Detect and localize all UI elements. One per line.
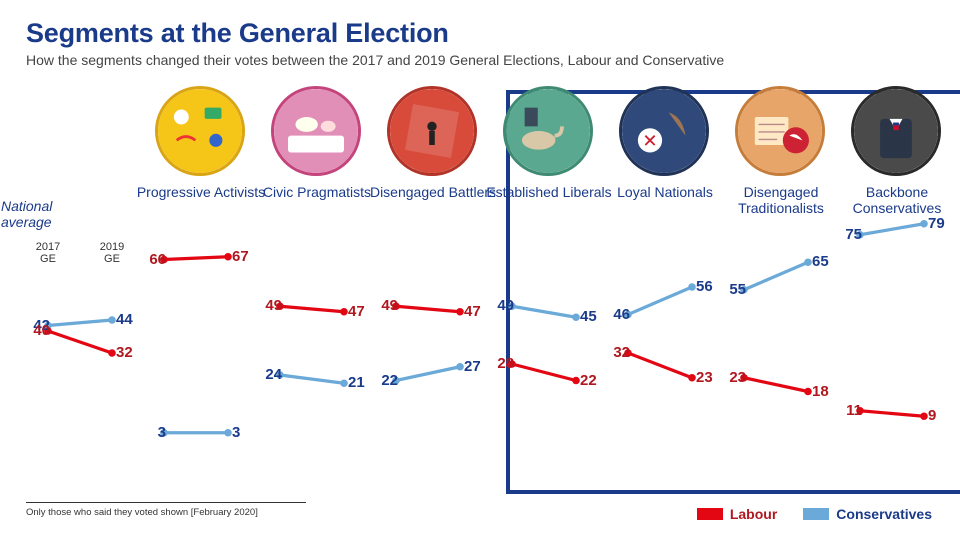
labour-value-2019: 18 xyxy=(812,383,840,400)
segment-diseng-battlers: Disengaged Battlers22274947 xyxy=(374,76,492,476)
segment-label: Established Liberals xyxy=(484,184,614,200)
segment-label: Loyal Nationals xyxy=(600,184,730,200)
segment-icon xyxy=(503,86,593,176)
labour-swatch xyxy=(697,508,723,520)
page-title: Segments at the General Election xyxy=(26,18,934,49)
labour-value-2017: 49 xyxy=(370,297,398,314)
segment-icon xyxy=(735,86,825,176)
segment-icon xyxy=(387,86,477,176)
cons-value-2019: 44 xyxy=(116,311,144,328)
labour-marker xyxy=(456,308,464,316)
labour-marker xyxy=(688,374,696,382)
labour-line xyxy=(512,364,576,381)
labour-line xyxy=(744,378,808,392)
legend-labour: Labour xyxy=(697,506,777,522)
segment-label: Progressive Activists xyxy=(136,184,266,200)
segment-civic-prag: Civic Pragmatists24214947 xyxy=(258,76,376,476)
cons-marker xyxy=(572,313,580,321)
legend-labour-label: Labour xyxy=(730,506,777,522)
cons-value-2017: 22 xyxy=(370,372,398,389)
segment-prog-activists: Progressive Activists336667 xyxy=(142,76,260,476)
labour-value-2017: 23 xyxy=(718,369,746,386)
conservatives-swatch xyxy=(803,508,829,520)
cons-value-2019: 65 xyxy=(812,253,840,270)
segment-diseng-trad: Disengaged Traditionalists55652318 xyxy=(722,76,840,476)
segment-label: Civic Pragmatists xyxy=(252,184,382,200)
labour-line xyxy=(628,353,692,378)
segment-lines xyxy=(606,221,724,441)
cons-marker xyxy=(456,363,464,371)
labour-value-2017: 40 xyxy=(22,322,50,339)
segment-icon xyxy=(155,86,245,176)
cons-marker xyxy=(688,283,696,291)
cons-line xyxy=(744,262,808,290)
cons-marker xyxy=(340,379,348,387)
cons-value-2017: 49 xyxy=(486,297,514,314)
labour-line xyxy=(48,331,112,353)
labour-line xyxy=(164,257,228,260)
segment-lines xyxy=(374,221,492,441)
segment-loyal-nationals: Loyal Nationals46563223 xyxy=(606,76,724,476)
cons-line xyxy=(48,320,112,326)
segment-lines xyxy=(258,221,376,441)
labour-marker xyxy=(572,377,580,385)
segment-backbone-cons: Backbone Conservatives7579119 xyxy=(838,76,956,476)
cons-value-2019: 3 xyxy=(232,424,260,441)
legend-conservatives: Conservatives xyxy=(803,506,932,522)
cons-line xyxy=(396,367,460,381)
labour-marker xyxy=(920,412,928,420)
footnote: Only those who said they voted shown [Fe… xyxy=(26,502,306,518)
cons-marker xyxy=(224,429,232,437)
cons-value-2019: 79 xyxy=(928,215,956,232)
labour-value-2017: 28 xyxy=(486,355,514,372)
labour-value-2019: 9 xyxy=(928,407,956,424)
cons-marker xyxy=(108,316,116,324)
cons-line xyxy=(512,306,576,317)
page-subtitle: How the segments changed their votes bet… xyxy=(26,52,934,68)
chart-area: National average2017GE2019GE42444032Prog… xyxy=(26,76,934,476)
labour-value-2017: 11 xyxy=(834,402,862,419)
legend-cons-label: Conservatives xyxy=(836,506,932,522)
cons-marker xyxy=(804,258,812,266)
labour-value-2019: 32 xyxy=(116,344,144,361)
cons-value-2017: 75 xyxy=(834,226,862,243)
segment-lines xyxy=(490,221,608,441)
cons-value-2017: 46 xyxy=(602,306,630,323)
cons-value-2017: 24 xyxy=(254,366,282,383)
segment-est-liberals: Established Liberals49452822 xyxy=(490,76,608,476)
labour-line xyxy=(280,306,344,312)
cons-line xyxy=(628,287,692,315)
cons-value-2017: 55 xyxy=(718,281,746,298)
cons-line xyxy=(860,224,924,235)
segment-icon xyxy=(271,86,361,176)
segment-icon xyxy=(619,86,709,176)
labour-value-2019: 22 xyxy=(580,372,608,389)
labour-value-2017: 66 xyxy=(138,251,166,268)
segment-label: Disengaged Battlers xyxy=(368,184,498,200)
labour-marker xyxy=(340,308,348,316)
labour-marker xyxy=(224,253,232,261)
cons-marker xyxy=(920,220,928,228)
segment-icon xyxy=(851,86,941,176)
legend: Labour Conservatives xyxy=(697,506,932,522)
cons-line xyxy=(280,375,344,383)
segment-national: National average2017GE2019GE42444032 xyxy=(26,76,144,476)
segment-label: Backbone Conservatives xyxy=(832,184,960,216)
labour-marker xyxy=(108,349,116,357)
labour-value-2017: 32 xyxy=(602,344,630,361)
labour-line xyxy=(396,306,460,312)
segment-label: Disengaged Traditionalists xyxy=(716,184,846,216)
cons-value-2017: 3 xyxy=(138,424,166,441)
labour-line xyxy=(860,411,924,417)
labour-value-2019: 67 xyxy=(232,248,260,265)
labour-marker xyxy=(804,388,812,396)
labour-value-2017: 49 xyxy=(254,297,282,314)
